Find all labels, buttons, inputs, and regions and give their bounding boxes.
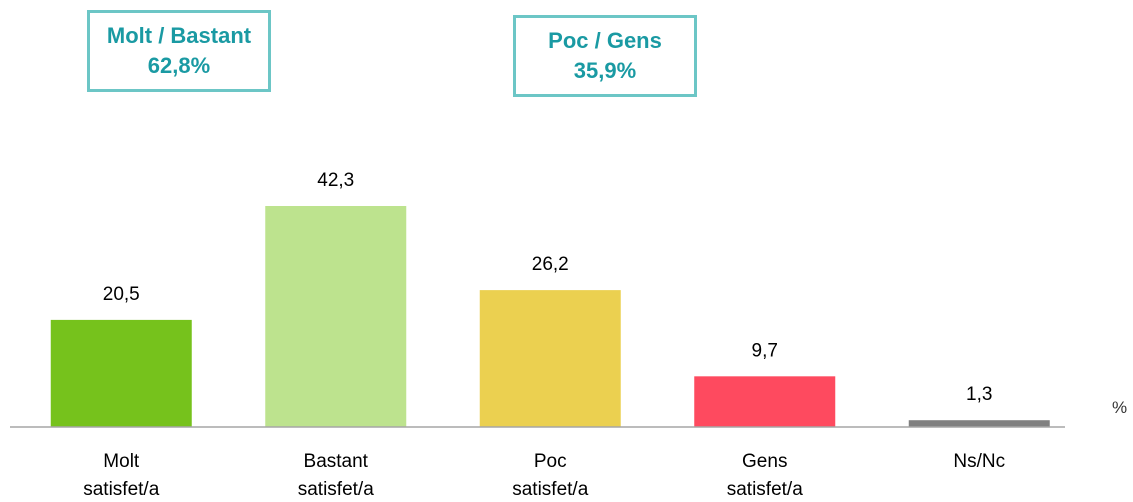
annotation-label: 62,8% <box>147 53 211 78</box>
bar <box>694 376 836 427</box>
value-label: 42,3 <box>317 170 354 191</box>
x-tick-label: Poc satisfet/a <box>512 451 589 500</box>
bar <box>50 319 192 427</box>
x-tick-label: Molt satisfet/a <box>83 451 160 500</box>
annotation-label: 35,9% <box>573 58 637 83</box>
bar <box>265 206 407 427</box>
x-tick-label: Bastant satisfet/a <box>297 451 374 500</box>
unit-label: % <box>1112 398 1128 417</box>
bar <box>479 290 621 427</box>
annotation-box: Molt / Bastant 62,8% <box>87 10 271 92</box>
value-label: 26,2 <box>532 254 569 275</box>
annotation-title: Molt / Bastant <box>106 23 252 48</box>
annotation-title: Poc / Gens <box>548 28 662 53</box>
value-label: 9,7 <box>752 340 778 361</box>
value-label: 20,5 <box>103 284 140 305</box>
annotation-box: Poc / Gens 35,9% <box>513 15 697 97</box>
x-tick-label: Gens satisfet/a <box>726 451 803 500</box>
value-label: 1,3 <box>966 384 992 405</box>
x-tick-label: Ns/Nc <box>953 451 1006 472</box>
bar <box>908 420 1050 427</box>
